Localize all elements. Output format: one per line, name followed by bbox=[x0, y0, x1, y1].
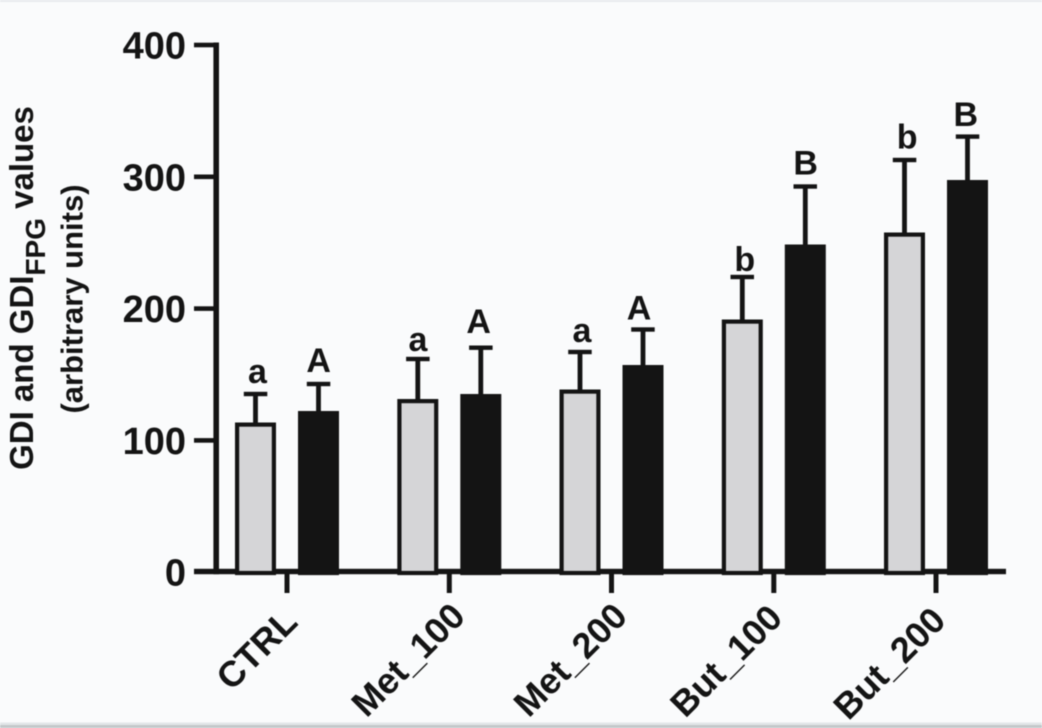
svg-text:(arbitrary units): (arbitrary units) bbox=[55, 184, 90, 413]
svg-text:400: 400 bbox=[123, 26, 186, 68]
svg-text:a: a bbox=[408, 321, 428, 359]
svg-text:B: B bbox=[954, 96, 979, 134]
svg-text:b: b bbox=[734, 241, 755, 279]
svg-text:B: B bbox=[793, 145, 818, 183]
svg-text:a: a bbox=[248, 353, 268, 391]
svg-text:300: 300 bbox=[123, 157, 186, 199]
svg-text:100: 100 bbox=[123, 421, 186, 463]
svg-text:200: 200 bbox=[123, 289, 186, 331]
svg-text:a: a bbox=[572, 312, 592, 350]
svg-text:0: 0 bbox=[165, 553, 186, 595]
svg-text:A: A bbox=[306, 342, 331, 380]
svg-text:b: b bbox=[897, 119, 918, 157]
svg-text:GDI and GDIFPG values: GDI and GDIFPG values bbox=[3, 106, 51, 470]
svg-text:A: A bbox=[466, 303, 491, 341]
svg-text:A: A bbox=[627, 290, 652, 328]
